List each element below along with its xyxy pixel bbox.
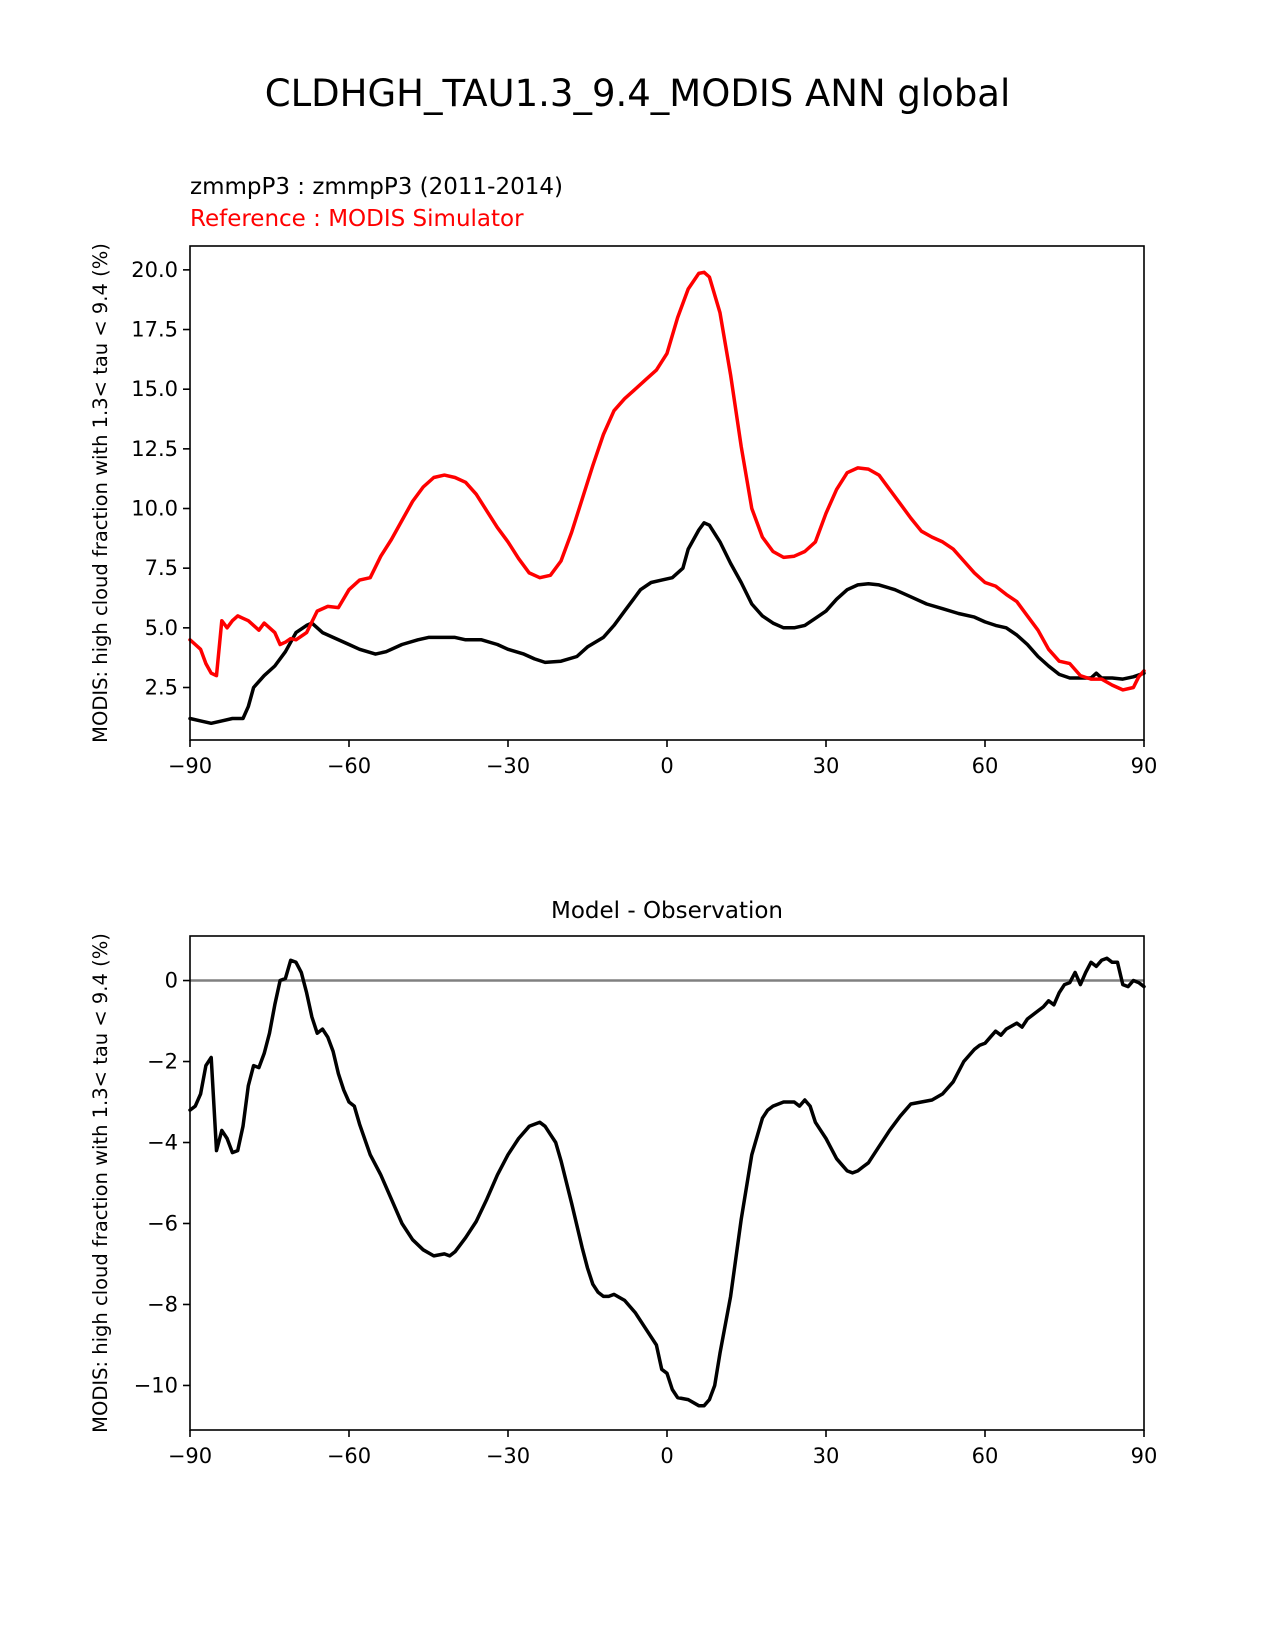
x-tick-label: −90 bbox=[168, 754, 212, 778]
x-tick-label: −60 bbox=[327, 1444, 371, 1468]
y-axis-label: MODIS: high cloud fraction with 1.3< tau… bbox=[89, 933, 112, 1433]
reference-subtitle: Reference : MODIS Simulator bbox=[190, 206, 524, 232]
x-tick-label: 60 bbox=[972, 1444, 999, 1468]
y-tick-label: −4 bbox=[147, 1131, 178, 1155]
x-tick-label: 60 bbox=[972, 754, 999, 778]
x-tick-label: −30 bbox=[486, 1444, 530, 1468]
y-tick-label: 2.5 bbox=[145, 675, 178, 699]
y-tick-label: 17.5 bbox=[131, 318, 178, 342]
axes-frame bbox=[189, 245, 1145, 741]
x-tick-label: −60 bbox=[327, 754, 371, 778]
x-tick-label: −30 bbox=[486, 754, 530, 778]
x-tick-label: 30 bbox=[813, 754, 840, 778]
y-tick-label: −10 bbox=[134, 1373, 178, 1397]
axes-frame bbox=[189, 935, 1145, 1431]
x-tick-label: 90 bbox=[1131, 754, 1158, 778]
y-tick-label: 12.5 bbox=[131, 437, 178, 461]
x-tick-label: 0 bbox=[660, 754, 673, 778]
x-tick-label: −90 bbox=[168, 1444, 212, 1468]
y-tick-label: 20.0 bbox=[131, 258, 178, 282]
zmmpp3-series-line bbox=[188, 521, 1146, 726]
x-tick-label: 30 bbox=[813, 1444, 840, 1468]
y-tick-label: −6 bbox=[147, 1211, 178, 1235]
difference-series-line bbox=[188, 956, 1146, 1408]
y-tick-label: 7.5 bbox=[145, 556, 178, 580]
y-tick-label: 15.0 bbox=[131, 377, 178, 401]
model-subtitle: zmmpP3 : zmmpP3 (2011-2014) bbox=[190, 174, 563, 200]
y-tick-label: 5.0 bbox=[145, 616, 178, 640]
y-tick-label: 0 bbox=[165, 969, 178, 993]
difference-plot: −90 −60 −30 0 30 60 90 0 −2 −4 −6 −8 −10 MODIS: high … bbox=[89, 933, 1157, 1468]
difference-plot-title: Model - Observation bbox=[550, 898, 784, 924]
y-tick-label: 10.0 bbox=[131, 497, 178, 521]
zonal-mean-plot: −90 −60 −30 0 30 60 90 2.5 5.0 7.5 10.0 12.5 15.0 17.… bbox=[89, 243, 1157, 778]
x-tick-label: 90 bbox=[1131, 1444, 1158, 1468]
figure-title: CLDHGH_TAU1.3_9.4_MODIS ANN global bbox=[264, 72, 1011, 115]
modis-simulator-series-line bbox=[188, 270, 1146, 692]
y-tick-label: −8 bbox=[147, 1292, 178, 1316]
y-tick-label: −2 bbox=[147, 1050, 178, 1074]
x-tick-label: 0 bbox=[660, 1444, 673, 1468]
y-axis-label: MODIS: high cloud fraction with 1.3< tau… bbox=[89, 243, 112, 743]
